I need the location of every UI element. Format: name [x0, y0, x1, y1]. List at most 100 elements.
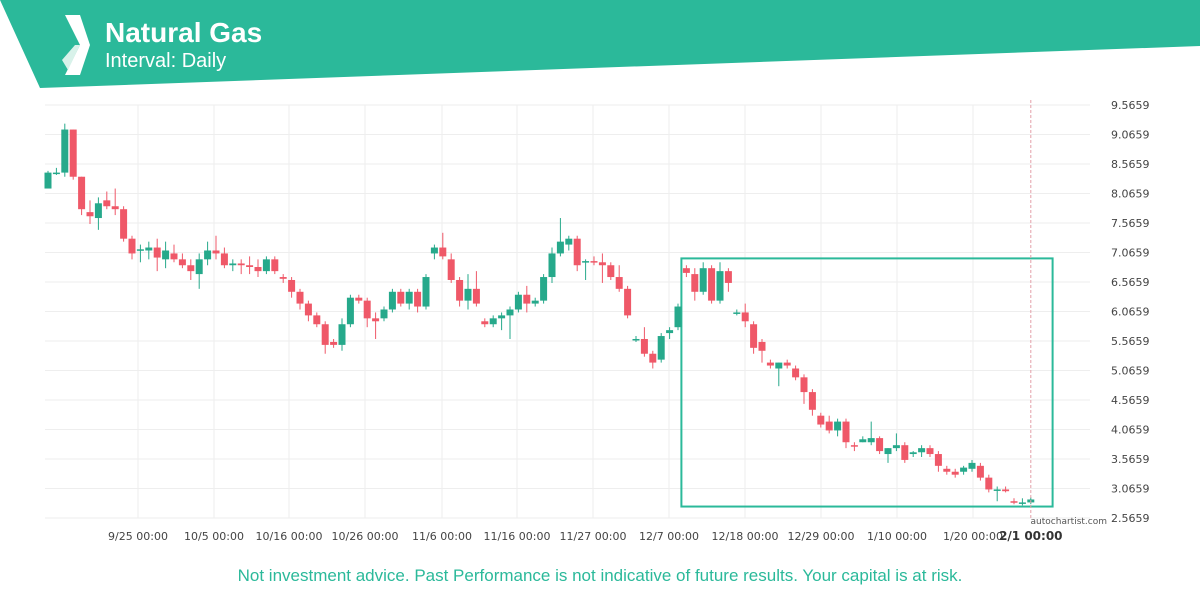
x-tick-label: 11/27 00:00: [560, 530, 627, 543]
candle-up: [859, 436, 867, 443]
candle-down: [573, 235, 581, 272]
x-tick-label: 10/26 00:00: [332, 530, 399, 543]
x-tick-label: 11/6 00:00: [412, 530, 472, 543]
header-banner: [0, 0, 1200, 88]
candle-down: [934, 451, 942, 472]
candle-body: [817, 415, 825, 425]
candle-up: [918, 445, 926, 457]
candle-down: [472, 271, 480, 307]
candle-up: [422, 274, 430, 310]
candle-down: [372, 312, 380, 339]
candle-up: [993, 486, 1001, 502]
candle-up: [514, 291, 522, 313]
candle-up: [195, 253, 203, 289]
candle-body: [968, 462, 976, 469]
x-tick-label: 1/20 00:00: [943, 530, 1003, 543]
candle-body: [708, 268, 716, 301]
candle-down: [598, 253, 606, 283]
candle-body: [145, 247, 153, 251]
candle-up: [674, 303, 682, 331]
candle-down: [304, 300, 312, 322]
x-tick-label: 12/18 00:00: [712, 530, 779, 543]
candle-body: [229, 263, 237, 266]
x-tick-label: 9/25 00:00: [108, 530, 168, 543]
candle-down: [649, 350, 657, 369]
candle-body: [800, 377, 808, 393]
candle-body: [313, 315, 321, 325]
candle-up: [582, 259, 590, 280]
x-tick-label: 10/5 00:00: [184, 530, 244, 543]
candle-up: [632, 336, 640, 342]
candle-down: [153, 238, 161, 272]
candle-body: [69, 129, 77, 177]
candle-down: [330, 338, 338, 348]
candle-body: [481, 321, 489, 325]
page-title: Natural Gas: [105, 17, 263, 48]
candle-body: [246, 265, 254, 268]
candle-body: [271, 259, 279, 272]
candle-up: [405, 288, 413, 310]
candle-body: [195, 259, 203, 275]
candle-down: [624, 285, 632, 319]
candle-up: [556, 218, 564, 257]
candle-up: [867, 421, 875, 446]
autochartist-logo-icon: [62, 15, 90, 75]
disclaimer-text: Not investment advice. Past Performance …: [237, 566, 963, 585]
candle-down: [187, 259, 195, 280]
candle-up: [531, 297, 539, 307]
candle-down: [128, 235, 136, 260]
candle-down: [926, 445, 934, 457]
candle-up: [44, 170, 52, 189]
y-tick-label: 5.0659: [1111, 365, 1150, 378]
candle-body: [220, 253, 228, 266]
candle-down: [414, 288, 422, 313]
candle-body: [607, 265, 615, 278]
current-time-label: 2/1 00:00: [999, 529, 1062, 543]
candle-body: [850, 445, 858, 447]
y-axis-labels: 9.5659 9.0659 8.5659 8.0659 7.5659 7.0659 6.56…: [1111, 99, 1150, 525]
candle-down: [237, 259, 245, 275]
candle-down: [607, 262, 615, 280]
candle-up: [430, 244, 438, 260]
candle-down: [943, 465, 951, 475]
candle-body: [514, 294, 522, 310]
candle-body: [674, 306, 682, 328]
candle-down: [985, 474, 993, 493]
candle-body: [372, 318, 380, 322]
x-axis-labels: 9/25 00:00 10/5 00:00 10/16 00:00 10/26 00:…: [108, 530, 1003, 543]
candle-body: [960, 467, 968, 472]
candle-down: [120, 206, 128, 242]
candle-up: [548, 247, 556, 283]
candle-body: [187, 265, 195, 272]
candle-body: [136, 249, 144, 251]
y-tick-label: 7.5659: [1111, 217, 1150, 230]
candle-up: [52, 167, 60, 175]
grid-lines: [45, 104, 1090, 519]
candle-down: [355, 294, 363, 304]
candle-down: [741, 303, 749, 328]
candle-body: [86, 212, 94, 217]
candle-down: [792, 365, 800, 381]
candle-body: [439, 247, 447, 257]
candle-down: [901, 442, 909, 463]
candle-body: [472, 288, 480, 304]
candle-body: [414, 291, 422, 307]
candle-up: [775, 362, 783, 387]
candle-up: [388, 288, 396, 313]
candle-down: [78, 176, 86, 216]
candle-up: [464, 274, 472, 310]
candle-body: [741, 312, 749, 322]
candle-body: [254, 267, 262, 272]
x-tick-label: 12/7 00:00: [639, 530, 699, 543]
candle-down: [800, 374, 808, 404]
candle-up: [136, 244, 144, 263]
y-tick-label: 8.0659: [1111, 188, 1150, 201]
pattern-box-layer: [680, 257, 1054, 508]
candle-body: [1018, 502, 1026, 504]
candle-down: [363, 297, 371, 328]
candle-body: [926, 448, 934, 455]
candle-up: [968, 459, 976, 472]
candle-body: [388, 291, 396, 310]
candle-up: [61, 123, 69, 177]
candle-down: [876, 436, 884, 455]
